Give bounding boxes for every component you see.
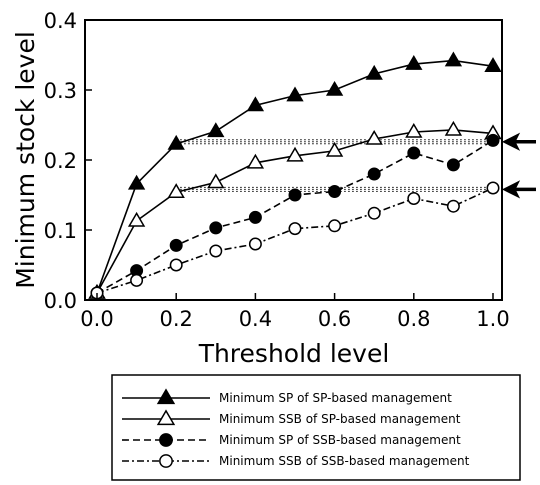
data-point — [130, 273, 144, 287]
data-point — [365, 64, 383, 80]
legend-label: Minimum SP of SP-based management — [219, 391, 452, 405]
data-point — [127, 211, 146, 227]
data-point — [286, 86, 304, 102]
x-tick-label: 0.2 — [159, 307, 192, 331]
data-point — [169, 258, 183, 272]
legend-label: Minimum SP of SSB-based management — [219, 433, 461, 447]
x-tick-label: 0.0 — [80, 307, 113, 331]
data-point — [167, 183, 185, 198]
x-tick-label: 0.8 — [397, 307, 430, 331]
data-point — [246, 153, 265, 169]
legend-label: Minimum SSB of SP-based management — [219, 412, 461, 426]
legend-label: Minimum SSB of SSB-based management — [219, 454, 470, 468]
legend-marker — [159, 454, 173, 468]
data-point — [248, 210, 262, 224]
legend-entries: Minimum SP of SP-based management Minimum… — [122, 388, 470, 468]
tick-layer: 0.0 0.2 0.4 0.6 0.8 1.0 0.0 0.1 0.2 0.3 0.4 — [44, 9, 510, 331]
data-point — [288, 222, 302, 236]
arrow-icon — [501, 180, 536, 199]
legend-entry: Minimum SP of SSB-based management — [122, 433, 461, 447]
data-point — [209, 221, 223, 235]
legend-entry: Minimum SSB of SP-based management — [122, 409, 461, 426]
data-point — [207, 173, 225, 189]
data-point — [405, 122, 423, 138]
data-point — [486, 181, 500, 195]
series-line — [96, 187, 494, 294]
legend-marker — [159, 433, 173, 447]
data-point — [325, 141, 344, 157]
series-layer — [88, 51, 502, 300]
data-point — [444, 51, 463, 67]
data-point — [367, 167, 381, 181]
data-point — [328, 219, 342, 233]
data-point — [484, 57, 502, 72]
arrow-icon — [501, 132, 536, 151]
x-tick-label: 0.4 — [239, 307, 272, 331]
data-point — [286, 146, 304, 162]
data-point — [127, 174, 146, 190]
legend-marker — [156, 409, 176, 426]
y-tick-label: 0.3 — [44, 79, 77, 103]
series-2 — [88, 120, 502, 299]
data-point — [367, 206, 381, 220]
arrow-layer — [501, 132, 536, 199]
y-tick-label: 0.1 — [44, 219, 77, 243]
series-4 — [90, 181, 500, 300]
data-point — [444, 120, 463, 136]
data-point — [207, 122, 225, 138]
data-point — [405, 55, 423, 70]
x-tick-label: 0.6 — [318, 307, 351, 331]
data-point — [246, 96, 265, 112]
data-point — [209, 244, 223, 258]
data-point — [407, 192, 421, 205]
data-point — [407, 146, 421, 160]
reference-lines — [176, 139, 493, 192]
x-axis-title: Threshold level — [198, 339, 390, 368]
data-point — [288, 188, 302, 202]
x-tick-label: 1.0 — [476, 307, 509, 331]
data-point — [446, 199, 460, 213]
y-tick-label: 0.2 — [44, 149, 77, 173]
legend-box — [111, 374, 521, 481]
data-point — [446, 158, 460, 172]
data-point — [169, 238, 183, 252]
series-1 — [88, 51, 502, 299]
legend-marker — [156, 388, 176, 405]
data-point — [328, 185, 342, 198]
data-point — [248, 237, 262, 251]
data-point — [365, 129, 383, 145]
data-point — [486, 133, 500, 147]
data-point — [325, 80, 344, 96]
y-axis-title: Minimum stock level — [11, 31, 40, 289]
legend: Minimum SP of SP-based management Minimum… — [111, 374, 521, 481]
y-tick-label: 0.0 — [44, 289, 77, 313]
data-point — [167, 134, 185, 150]
legend-entry: Minimum SP of SP-based management — [122, 388, 452, 405]
y-tick-label: 0.4 — [44, 9, 77, 33]
legend-entry: Minimum SSB of SSB-based management — [122, 454, 470, 468]
